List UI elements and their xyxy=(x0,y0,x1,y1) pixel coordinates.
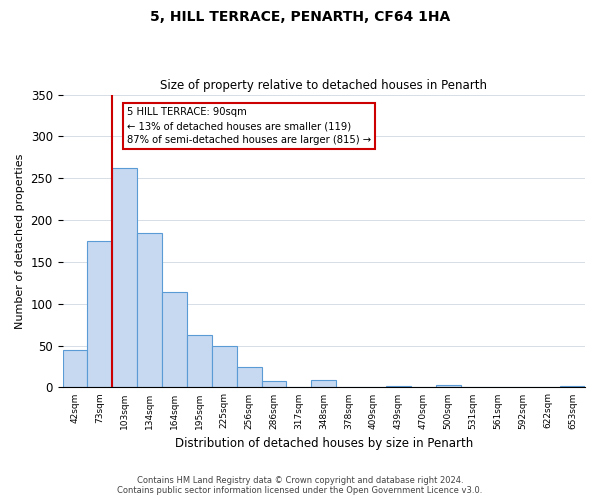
Bar xyxy=(560,386,585,388)
Bar xyxy=(236,366,262,388)
Bar xyxy=(62,350,88,388)
Title: Size of property relative to detached houses in Penarth: Size of property relative to detached ho… xyxy=(160,79,487,92)
Bar xyxy=(88,241,112,388)
Bar xyxy=(187,334,212,388)
Text: 5 HILL TERRACE: 90sqm
← 13% of detached houses are smaller (119)
87% of semi-det: 5 HILL TERRACE: 90sqm ← 13% of detached … xyxy=(127,107,371,145)
Bar xyxy=(311,380,336,388)
Text: 5, HILL TERRACE, PENARTH, CF64 1HA: 5, HILL TERRACE, PENARTH, CF64 1HA xyxy=(150,10,450,24)
Y-axis label: Number of detached properties: Number of detached properties xyxy=(15,154,25,328)
Bar xyxy=(112,168,137,388)
Bar xyxy=(436,385,461,388)
Bar xyxy=(212,346,236,388)
X-axis label: Distribution of detached houses by size in Penarth: Distribution of detached houses by size … xyxy=(175,437,473,450)
Bar xyxy=(262,380,286,388)
Text: Contains HM Land Registry data © Crown copyright and database right 2024.
Contai: Contains HM Land Registry data © Crown c… xyxy=(118,476,482,495)
Bar xyxy=(137,234,162,388)
Bar xyxy=(162,292,187,388)
Bar xyxy=(386,386,411,388)
